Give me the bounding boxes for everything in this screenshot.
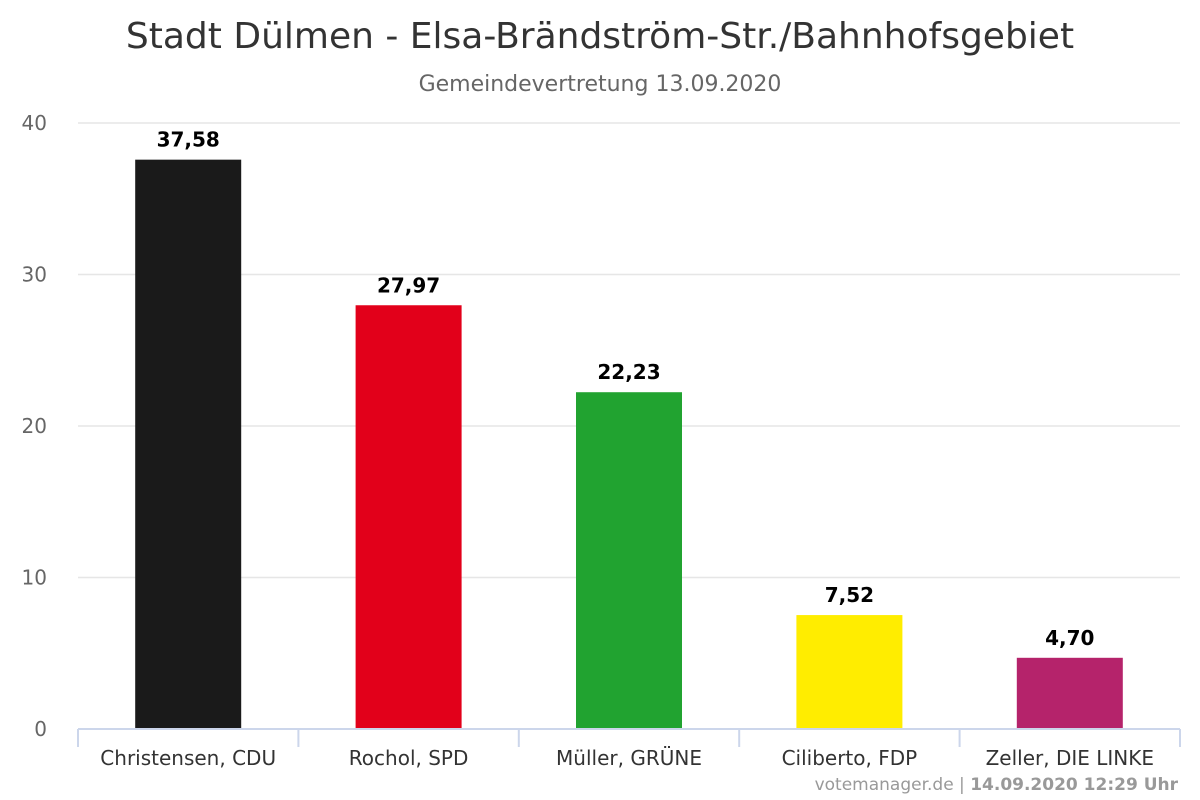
bar[interactable] bbox=[1016, 657, 1123, 729]
chart-title: Stadt Dülmen - Elsa-Brändström-Str./Bahn… bbox=[126, 16, 1074, 57]
bar[interactable] bbox=[796, 615, 903, 729]
bar[interactable] bbox=[355, 305, 462, 729]
data-labels: 37,58 27,97 22,23 7,52 4,70 bbox=[157, 128, 1095, 650]
data-label: 22,23 bbox=[597, 360, 660, 384]
y-tick-label: 40 bbox=[22, 111, 47, 135]
y-tick-label: 20 bbox=[22, 414, 47, 438]
data-label: 27,97 bbox=[377, 273, 440, 297]
data-label: 7,52 bbox=[825, 583, 874, 607]
x-tick-label: Rochol, SPD bbox=[349, 746, 469, 770]
x-tick-label: Ciliberto, FDP bbox=[782, 746, 918, 770]
y-tick-label: 0 bbox=[34, 717, 47, 741]
bar[interactable] bbox=[576, 392, 682, 729]
y-axis-ticks: 0 10 20 30 40 bbox=[22, 111, 47, 741]
credits-source[interactable]: votemanager.de bbox=[815, 775, 954, 795]
bar[interactable] bbox=[135, 159, 242, 730]
x-tick-label: Müller, GRÜNE bbox=[556, 746, 702, 770]
chart-subtitle: Gemeindevertretung 13.09.2020 bbox=[419, 72, 782, 97]
x-tick-label: Zeller, DIE LINKE bbox=[986, 746, 1154, 770]
x-tick-label: Christensen, CDU bbox=[100, 746, 276, 770]
credits-separator: | bbox=[954, 775, 971, 795]
bar-series bbox=[135, 159, 1123, 730]
y-tick-label: 10 bbox=[22, 566, 47, 590]
y-tick-label: 30 bbox=[22, 263, 47, 287]
credits[interactable]: votemanager.de | 14.09.2020 12:29 Uhr bbox=[815, 775, 1179, 795]
x-axis: Christensen, CDU Rochol, SPD Müller, GRÜNE… bbox=[77, 728, 1181, 770]
data-label: 37,58 bbox=[157, 128, 220, 152]
data-label: 4,70 bbox=[1045, 626, 1094, 650]
credits-timestamp: 14.09.2020 12:29 Uhr bbox=[970, 775, 1178, 795]
